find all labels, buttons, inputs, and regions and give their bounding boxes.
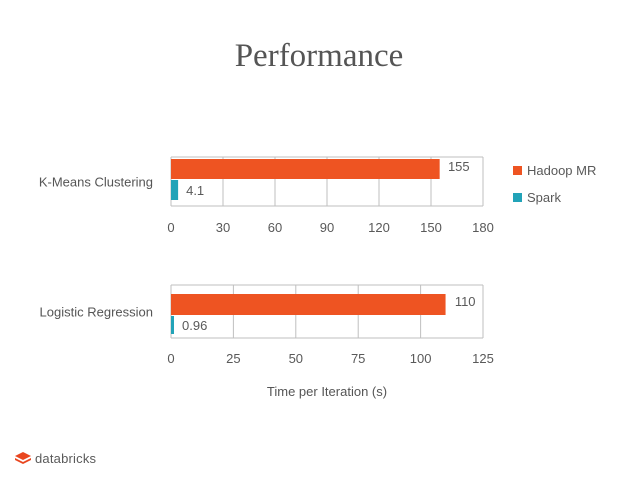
legend-label-spark: Spark [527, 190, 561, 205]
data-label-logistic-regression-spark: 0.96 [182, 318, 207, 333]
x-tick-label-k-means-clustering-180: 180 [472, 220, 494, 235]
x-tick-label-logistic-regression-50: 50 [289, 351, 303, 366]
databricks-logo-icon [15, 452, 31, 464]
x-tick-label-logistic-regression-100: 100 [410, 351, 432, 366]
x-tick-label-k-means-clustering-0: 0 [167, 220, 174, 235]
x-tick-label-k-means-clustering-30: 30 [216, 220, 230, 235]
data-label-k-means-clustering-spark: 4.1 [186, 183, 204, 198]
x-tick-label-logistic-regression-0: 0 [167, 351, 174, 366]
legend-swatch-spark [513, 193, 522, 202]
data-label-k-means-clustering-hadoop-mr: 155 [448, 159, 470, 174]
x-tick-label-k-means-clustering-90: 90 [320, 220, 334, 235]
x-tick-label-logistic-regression-125: 125 [472, 351, 494, 366]
category-label-logistic-regression: Logistic Regression [40, 305, 153, 320]
logo-text: databricks [35, 450, 97, 466]
bar-logistic-regression-spark [171, 316, 174, 334]
slide-title: Performance [234, 38, 404, 74]
x-tick-label-k-means-clustering-150: 150 [420, 220, 442, 235]
data-label-logistic-regression-hadoop-mr: 110 [455, 294, 476, 309]
legend-swatch-hadoop-mr [513, 166, 522, 175]
category-label-k-means-clustering: K-Means Clustering [39, 175, 153, 190]
legend-label-hadoop-mr: Hadoop MR [527, 163, 596, 178]
x-tick-label-logistic-regression-25: 25 [226, 351, 240, 366]
x-tick-label-logistic-regression-75: 75 [351, 351, 365, 366]
databricks-logo: databricks [14, 449, 96, 467]
x-tick-label-k-means-clustering-60: 60 [268, 220, 282, 235]
bar-logistic-regression-hadoop-mr [171, 294, 446, 315]
x-tick-label-k-means-clustering-120: 120 [368, 220, 390, 235]
bar-k-means-clustering-spark [171, 180, 179, 200]
bar-k-means-clustering-hadoop-mr [171, 159, 440, 179]
x-axis-title: Time per Iteration (s) [267, 384, 387, 399]
